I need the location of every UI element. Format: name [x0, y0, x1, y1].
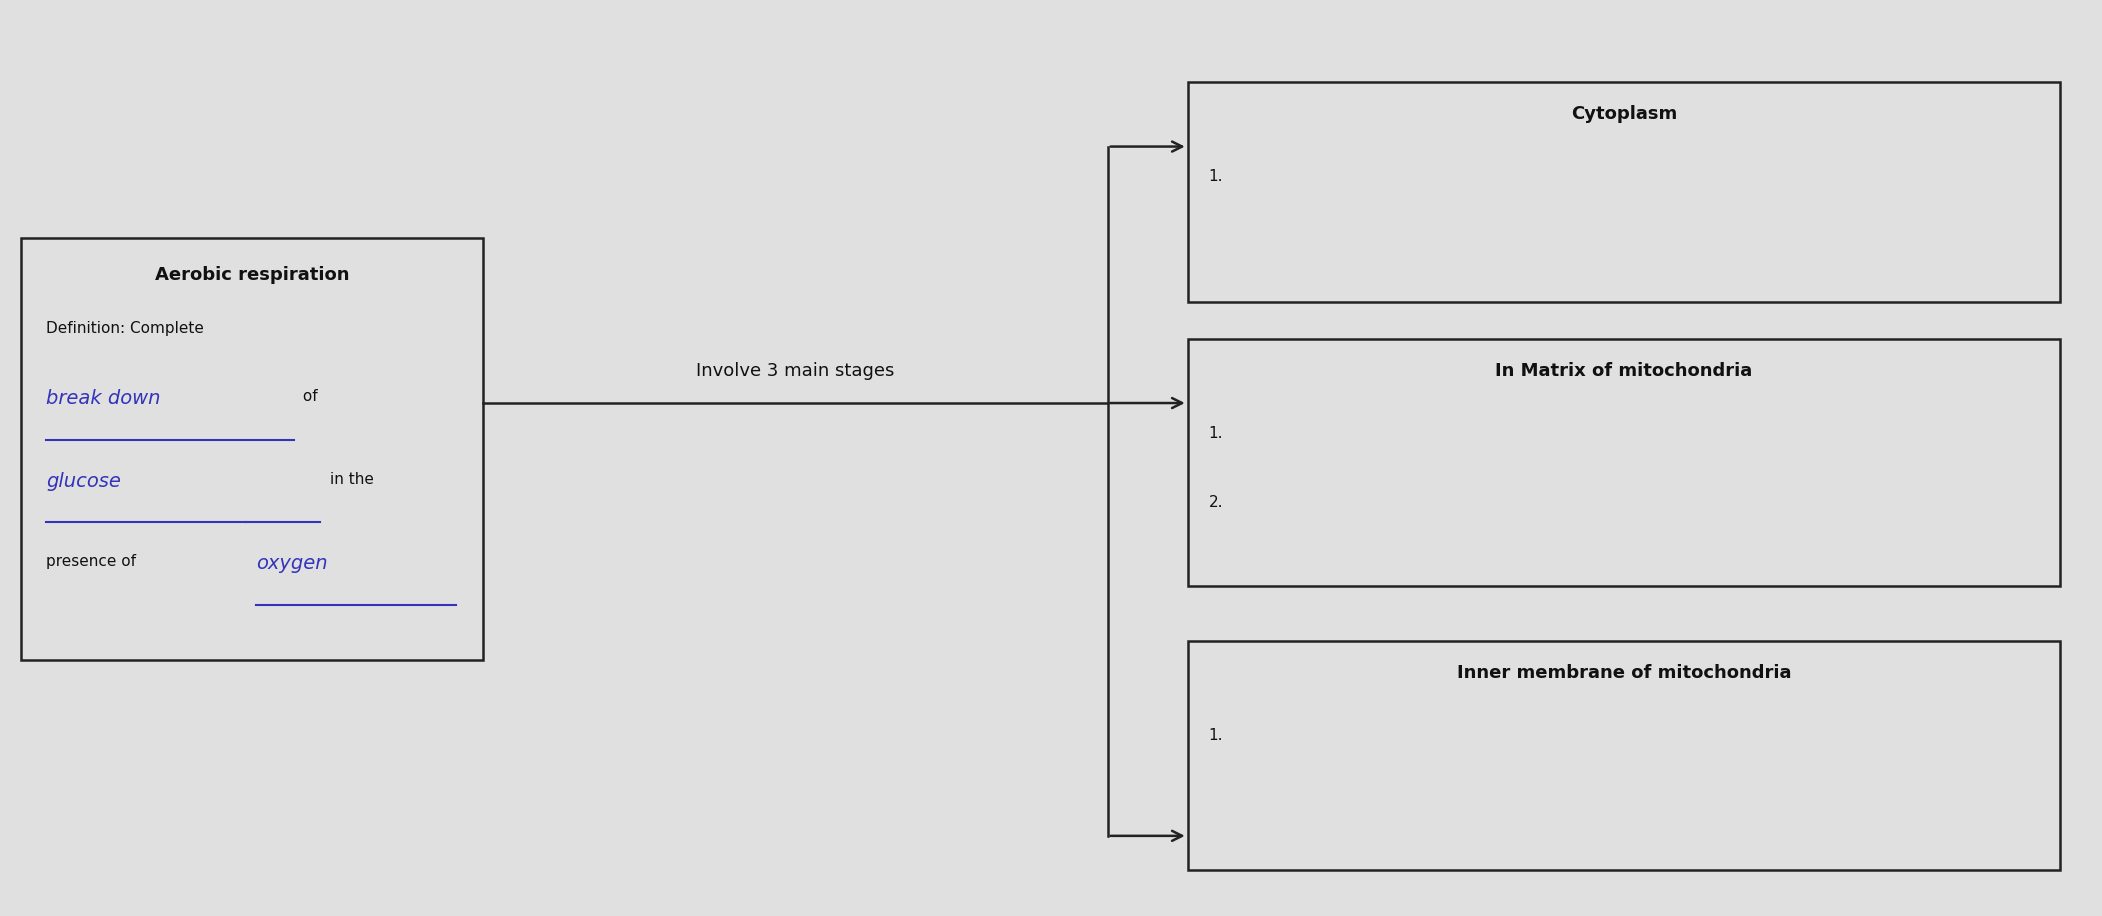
Text: Cytoplasm: Cytoplasm: [1570, 105, 1677, 124]
Text: glucose: glucose: [46, 472, 122, 491]
Bar: [21, 238, 483, 660]
Text: In Matrix of mitochondria: In Matrix of mitochondria: [1495, 362, 1753, 380]
Text: 1.: 1.: [1209, 169, 1223, 184]
Text: Inner membrane of mitochondria: Inner membrane of mitochondria: [1457, 664, 1791, 682]
Text: 1.: 1.: [1209, 728, 1223, 743]
Bar: [1188, 82, 2060, 302]
Text: of: of: [298, 389, 317, 404]
Text: presence of: presence of: [46, 554, 137, 569]
Text: in the: in the: [330, 472, 374, 486]
Bar: [1188, 339, 2060, 586]
Text: Aerobic respiration: Aerobic respiration: [156, 266, 349, 284]
Text: oxygen: oxygen: [256, 554, 328, 573]
Text: Involve 3 main stages: Involve 3 main stages: [696, 362, 895, 380]
Text: break down: break down: [46, 389, 160, 409]
Text: 2.: 2.: [1209, 495, 1223, 509]
Text: Definition: Complete: Definition: Complete: [46, 321, 204, 335]
Bar: [1188, 641, 2060, 870]
Text: 1.: 1.: [1209, 426, 1223, 441]
